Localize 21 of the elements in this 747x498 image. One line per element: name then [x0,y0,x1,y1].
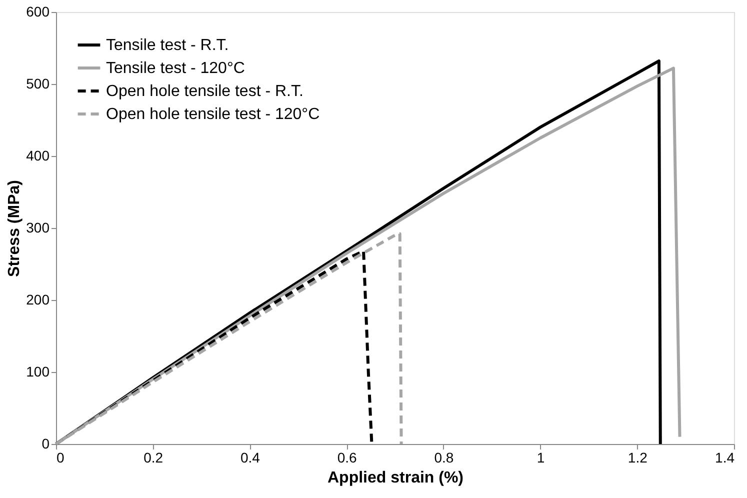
x-tick-label: 0 [56,450,64,466]
y-tick-label: 0 [42,436,50,452]
y-tick-label: 100 [26,364,50,380]
y-tick-label: 400 [26,148,50,164]
x-tick-label: 0.4 [240,450,260,466]
x-tick-label: 0.8 [434,450,454,466]
y-tick-label: 600 [26,4,50,20]
y-tick-label: 200 [26,292,50,308]
legend-label: Open hole tensile test - 120°C [106,106,320,123]
x-tick-label: 0.2 [144,450,164,466]
y-tick-label: 500 [26,76,50,92]
x-tick-label: 1.4 [715,450,735,466]
legend-label: Open hole tensile test - R.T. [106,83,304,100]
x-tick-label: 1.2 [628,450,648,466]
y-tick-label: 300 [26,220,50,236]
x-axis-title: Applied strain (%) [327,470,464,486]
y-axis-title: Stress (MPa) [6,180,24,277]
x-tick-label: 1 [536,450,545,466]
legend-label: Tensile test - R.T. [106,37,229,54]
legend-label: Tensile test - 120°C [106,60,245,77]
x-tick-label: 0.6 [337,450,358,466]
